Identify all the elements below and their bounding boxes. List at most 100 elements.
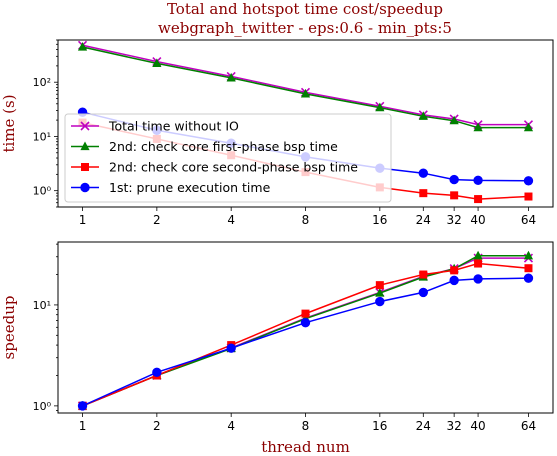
x-tick-label: 32 [447, 419, 462, 433]
series-3 [77, 273, 534, 411]
legend-marker-shape [80, 182, 90, 193]
data-point-shape [473, 175, 483, 186]
data-point-shape [300, 88, 311, 98]
legend-marker [80, 121, 90, 131]
legend-marker [80, 182, 90, 193]
y-tick-label: 10¹ [33, 299, 51, 312]
x-tick-label: 24 [416, 419, 431, 433]
data-point [524, 264, 533, 273]
data-point-shape [474, 259, 483, 268]
x-axis-label: thread num [261, 438, 350, 456]
legend-label: 1st: prune execution time [109, 180, 271, 195]
x-tick-label: 24 [416, 213, 431, 227]
legend-marker-shape [80, 121, 90, 131]
data-point [473, 250, 483, 260]
data-point [226, 72, 236, 82]
data-point-shape [418, 168, 429, 178]
data-point [449, 115, 459, 125]
data-point [523, 176, 534, 186]
data-point-shape [523, 250, 534, 260]
x-tick-label: 64 [521, 213, 536, 227]
data-point-shape [524, 192, 533, 201]
y-axis-label: time (s) [0, 94, 18, 152]
data-point-shape [301, 309, 310, 318]
plot-frame [57, 241, 554, 414]
x-tick-label: 8 [302, 213, 310, 227]
x-tick-label: 40 [470, 213, 485, 227]
data-point-shape [300, 317, 311, 328]
x-tick-label: 4 [227, 213, 235, 227]
legend-label: 2nd: check core first-phase bsp time [109, 139, 338, 154]
data-point-shape [375, 281, 384, 290]
data-point-shape [523, 122, 534, 132]
x-tick-label: 64 [521, 419, 536, 433]
data-point-shape [226, 72, 236, 82]
data-point [450, 191, 459, 200]
data-point-shape [523, 273, 534, 283]
data-point [450, 266, 459, 275]
legend-item: Total time without IO [71, 119, 239, 134]
y-tick-label: 10⁰ [33, 400, 52, 413]
data-point-shape [419, 270, 428, 279]
x-tick-label: 8 [302, 419, 310, 433]
data-point [473, 175, 483, 186]
data-point-shape [418, 111, 428, 120]
x-tick-label: 1 [79, 213, 87, 227]
data-point-shape [449, 275, 459, 286]
data-point [449, 275, 459, 286]
data-point-shape [450, 191, 459, 200]
series-2 [78, 259, 533, 410]
x-tick-label: 2 [153, 419, 161, 433]
data-point-shape [473, 250, 483, 260]
series-line [82, 44, 529, 126]
data-point-shape [449, 115, 459, 125]
data-point [418, 111, 428, 120]
data-point [77, 401, 88, 411]
data-point [418, 287, 429, 298]
legend-label: 2nd: check core second-phase bsp time [109, 160, 358, 175]
chart-title-line1: Total and hotspot time cost/speedup [167, 0, 443, 18]
y-tick-label: 10² [33, 76, 51, 89]
data-point [418, 168, 429, 178]
data-point [375, 102, 385, 112]
data-point [152, 58, 162, 68]
data-point-shape [226, 343, 236, 353]
series-line [82, 262, 529, 407]
data-point [419, 270, 428, 279]
x-tick-label: 16 [372, 419, 387, 433]
legend-marker-shape [81, 163, 89, 171]
data-point [375, 296, 385, 307]
x-tick-label: 40 [470, 419, 485, 433]
legend-label: Total time without IO [108, 119, 239, 134]
data-point-shape [450, 266, 459, 275]
series-line [82, 254, 529, 407]
data-point-shape [449, 174, 459, 185]
y-tick-label: 10⁰ [33, 185, 52, 198]
x-tick-label: 4 [227, 419, 235, 433]
data-point [152, 367, 162, 378]
data-point-shape [418, 287, 429, 298]
data-point [375, 288, 385, 297]
data-point [523, 122, 534, 132]
data-point-shape [152, 367, 162, 378]
data-point [77, 42, 88, 51]
y-axis-label: speedup [0, 296, 18, 360]
data-point-shape [152, 58, 162, 68]
data-point-shape [375, 296, 385, 307]
series-1 [77, 42, 534, 132]
legend-marker [81, 163, 89, 171]
data-point-shape [77, 42, 88, 51]
data-point-shape [523, 176, 534, 186]
data-point [473, 274, 483, 284]
legend-item: 2nd: check core first-phase bsp time [71, 139, 338, 154]
data-point-shape [524, 264, 533, 273]
series-0 [77, 253, 534, 411]
data-point [473, 122, 483, 132]
data-point [226, 343, 236, 353]
data-point-shape [474, 195, 483, 204]
data-point [524, 192, 533, 201]
legend-box [64, 113, 392, 203]
series-1 [77, 250, 534, 410]
data-point [523, 250, 534, 260]
